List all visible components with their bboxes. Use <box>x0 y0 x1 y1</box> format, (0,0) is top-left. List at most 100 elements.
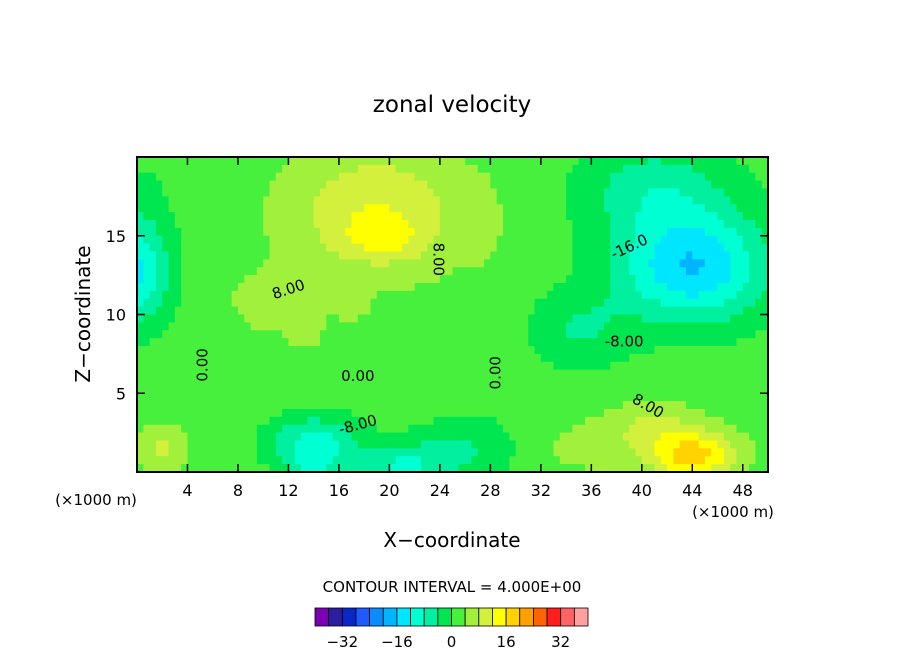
field-cell <box>345 180 353 190</box>
field-cell <box>200 456 208 465</box>
field-cell <box>301 235 308 245</box>
field-cell <box>351 448 359 457</box>
field-cell <box>711 251 719 260</box>
field-cell <box>288 172 296 182</box>
field-cell <box>641 196 649 205</box>
field-cell <box>237 385 245 394</box>
field-cell <box>521 188 529 197</box>
field-cell <box>509 204 517 213</box>
field-cell <box>319 204 327 213</box>
field-cell <box>471 283 479 292</box>
field-cell <box>761 377 768 386</box>
field-cell <box>193 385 201 394</box>
field-cell <box>174 440 182 449</box>
field-cell <box>521 416 529 426</box>
field-cell <box>332 448 340 457</box>
field-cell <box>717 204 725 213</box>
field-cell <box>692 377 700 386</box>
field-cell <box>408 401 416 410</box>
field-cell <box>149 416 157 426</box>
field-cell <box>439 172 447 182</box>
field-cell <box>143 180 151 190</box>
field-cell <box>711 212 719 221</box>
field-cell <box>162 204 170 213</box>
field-cell <box>307 290 315 300</box>
field-cell <box>667 243 674 253</box>
field-cell <box>395 377 403 386</box>
field-cell <box>433 440 441 449</box>
field-cell <box>465 464 473 472</box>
field-cell <box>155 275 163 284</box>
field-cell <box>269 212 277 221</box>
field-cell <box>168 172 176 182</box>
field-cell <box>282 393 290 402</box>
field-cell <box>736 456 744 465</box>
field-cell <box>704 377 712 386</box>
field-cell <box>610 361 618 371</box>
field-cell <box>357 220 365 229</box>
field-cell <box>357 330 365 339</box>
field-cell <box>749 424 756 434</box>
field-cell <box>263 361 271 371</box>
field-cell <box>465 314 473 323</box>
field-cell <box>282 283 290 292</box>
field-cell <box>414 164 422 174</box>
field-cell <box>155 164 163 174</box>
field-cell <box>225 346 233 355</box>
field-cell <box>256 424 264 434</box>
field-cell <box>256 440 264 449</box>
field-cell <box>269 338 277 347</box>
field-cell <box>143 432 151 442</box>
field-cell <box>351 235 359 245</box>
field-cell <box>420 314 428 323</box>
field-cell <box>477 220 485 229</box>
field-cell <box>553 204 561 213</box>
field-cell <box>244 220 252 229</box>
field-cell <box>351 456 359 465</box>
field-cell <box>231 377 239 386</box>
field-cell <box>648 385 656 394</box>
field-cell <box>673 212 681 221</box>
field-cell <box>357 259 365 268</box>
field-cell <box>521 243 529 253</box>
field-cell <box>597 220 605 229</box>
field-cell <box>685 188 693 197</box>
field-cell <box>585 353 592 363</box>
field-cell <box>521 393 529 402</box>
field-cell <box>502 401 510 410</box>
field-cell <box>408 322 416 331</box>
field-cell <box>717 275 725 284</box>
field-cell <box>490 322 498 331</box>
field-cell <box>749 448 756 457</box>
field-cell <box>572 401 580 410</box>
field-cell <box>717 464 725 472</box>
field-cell <box>433 298 441 308</box>
colorbar-tick-label: 0 <box>447 633 457 651</box>
field-cell <box>490 416 498 426</box>
field-cell <box>370 424 378 434</box>
field-cell <box>282 164 290 174</box>
field-cell <box>237 409 245 418</box>
field-cell <box>345 220 353 229</box>
field-cell <box>162 385 170 394</box>
field-cell <box>717 385 725 394</box>
field-cell <box>439 227 447 237</box>
field-cell <box>648 409 656 418</box>
field-cell <box>427 385 435 394</box>
field-cell <box>395 306 403 316</box>
field-cell <box>408 172 416 182</box>
field-cell <box>749 346 756 355</box>
field-cell <box>231 196 239 205</box>
field-cell <box>717 409 725 418</box>
field-cell <box>673 377 681 386</box>
field-cell <box>685 393 693 402</box>
field-cell <box>698 330 706 339</box>
field-cell <box>578 330 586 339</box>
field-cell <box>553 385 561 394</box>
field-cell <box>237 464 245 472</box>
field-cell <box>143 361 151 371</box>
field-cell <box>742 416 750 426</box>
field-cell <box>496 235 504 245</box>
field-cell <box>654 409 662 418</box>
field-cell <box>648 259 656 268</box>
